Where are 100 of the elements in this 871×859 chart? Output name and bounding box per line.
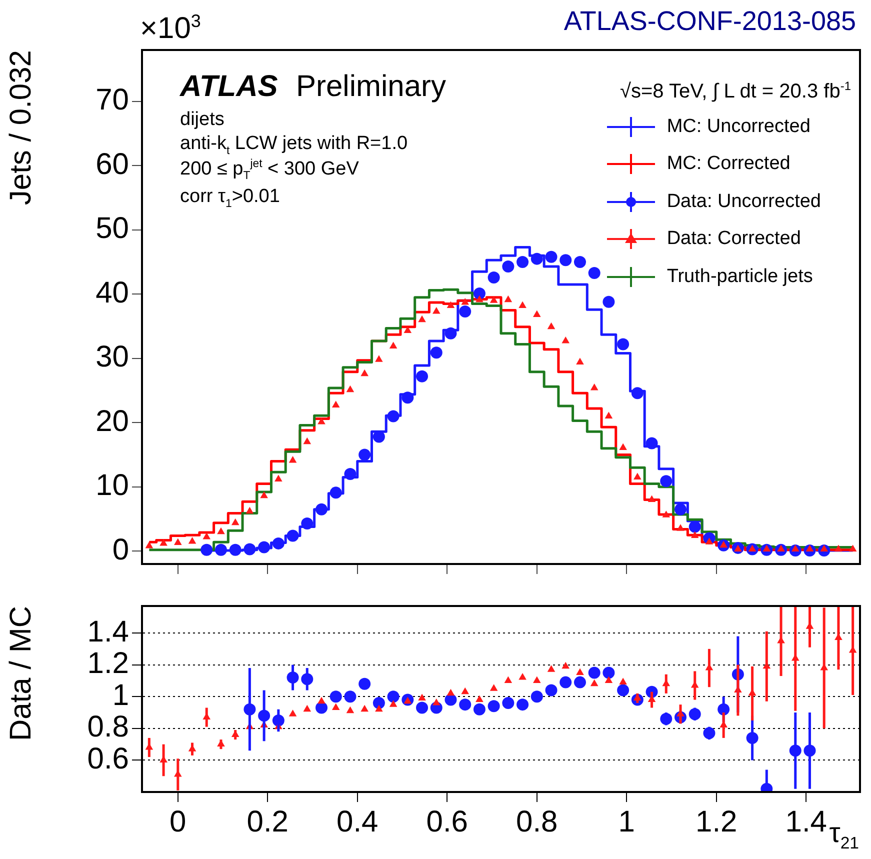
point [617, 684, 630, 696]
y-tick-label: 1.2 [87, 647, 129, 680]
point [303, 437, 312, 444]
point [533, 676, 541, 683]
point [688, 520, 701, 533]
y-axis-title: Jets / 0.032 [4, 50, 38, 206]
point [160, 538, 168, 546]
legend-label: Data: Uncorrected [666, 190, 821, 213]
point [375, 355, 383, 362]
point [200, 544, 213, 556]
point [432, 698, 440, 706]
point [404, 326, 412, 334]
point [490, 684, 498, 691]
y-tick-label: 60 [96, 148, 129, 181]
annotation: ATLAS [180, 70, 278, 103]
point [346, 385, 354, 392]
legend-label: Data: Corrected [666, 228, 801, 250]
point [301, 518, 314, 530]
point [459, 698, 472, 711]
x-axis-title: τ$_{21}$ [829, 817, 859, 853]
y-tick-label: 20 [96, 404, 129, 438]
point [358, 678, 371, 690]
y-tick-label: 40 [96, 276, 129, 310]
point [476, 295, 484, 302]
y-tick-label: 70 [96, 84, 129, 117]
point [372, 696, 385, 709]
point [288, 710, 297, 716]
point [562, 662, 570, 669]
x-tick-label: 0.2 [246, 805, 289, 838]
point [316, 503, 328, 516]
point [332, 400, 340, 408]
point [518, 301, 526, 308]
annotation: anti-k$_{t}$ LCW jets with R=1.0 [180, 133, 408, 158]
point [389, 342, 398, 348]
point [318, 696, 326, 704]
y-tick-label: 50 [96, 212, 129, 246]
point [676, 524, 684, 531]
point [560, 676, 572, 688]
point [418, 694, 426, 700]
point [848, 544, 857, 552]
y-tick-label: 0 [112, 533, 129, 566]
x-tick-label: 0.6 [426, 805, 468, 838]
point [318, 418, 326, 424]
text: ×10$^{3}$ [140, 11, 201, 45]
point [244, 543, 256, 556]
point [530, 690, 543, 703]
point [375, 704, 383, 712]
point [604, 412, 613, 418]
point [402, 392, 414, 404]
point [518, 673, 526, 680]
point [416, 702, 428, 714]
point [576, 668, 584, 676]
x-tick-label: 0 [170, 805, 186, 838]
point [473, 703, 486, 716]
point [648, 495, 656, 502]
point [530, 252, 543, 265]
point [590, 679, 598, 686]
point [145, 542, 154, 548]
y-tick-label: 0.8 [87, 710, 129, 744]
annotation: corr τ$_{1}$>0.01 [180, 186, 280, 210]
point [473, 288, 486, 300]
point [602, 296, 615, 308]
y-tick-label: 10 [96, 469, 129, 502]
point [588, 266, 600, 279]
chart-title: ATLAS-CONF-2013-085 [564, 6, 856, 36]
point [461, 298, 469, 305]
point [646, 437, 658, 450]
point [461, 687, 469, 694]
point [330, 486, 342, 499]
point [387, 410, 400, 422]
point [260, 491, 268, 498]
point [545, 250, 558, 263]
point [516, 256, 529, 268]
point [619, 443, 627, 450]
point [588, 666, 600, 679]
point [674, 503, 686, 516]
point [418, 315, 426, 322]
point [619, 678, 627, 685]
point [360, 369, 368, 376]
point [303, 704, 312, 712]
y-tick-label: 30 [96, 340, 129, 374]
point [488, 271, 500, 284]
point [574, 256, 586, 268]
y-tick-label: 1 [112, 678, 129, 712]
point [416, 370, 428, 382]
point [332, 703, 340, 710]
point [562, 336, 570, 344]
legend-label: MC: Uncorrected [666, 116, 810, 138]
point [246, 506, 254, 514]
point [660, 475, 672, 488]
point [533, 310, 541, 317]
point [834, 544, 842, 552]
point [488, 700, 500, 712]
point [602, 666, 615, 679]
point [547, 665, 556, 672]
point [286, 530, 299, 542]
point [590, 383, 598, 390]
point [387, 690, 400, 703]
x-tick-label: 1.4 [785, 805, 828, 838]
legend-label: MC: Corrected [666, 153, 790, 176]
